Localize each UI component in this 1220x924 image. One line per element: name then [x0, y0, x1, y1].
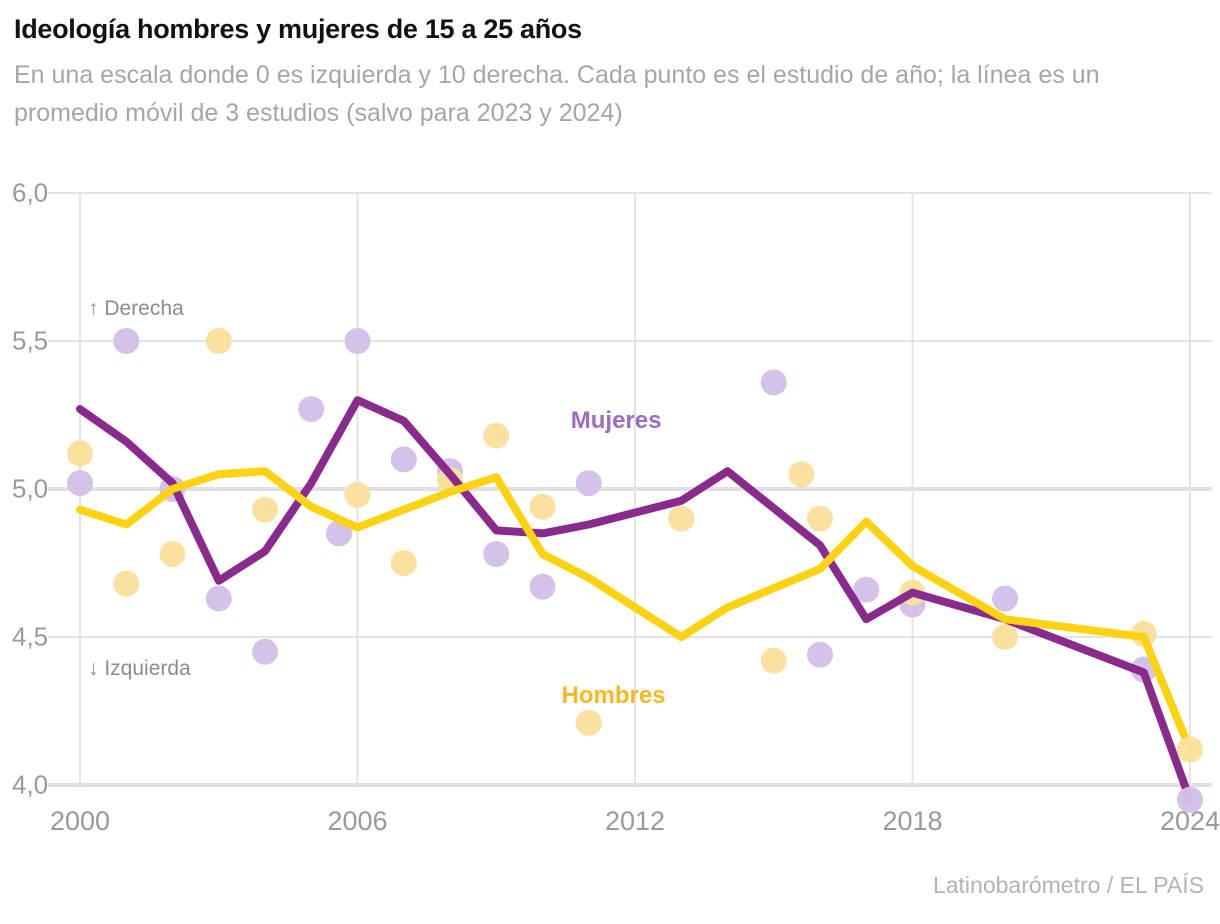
data-point — [326, 520, 352, 547]
data-point-endpoint — [1177, 736, 1203, 763]
data-point — [205, 328, 232, 354]
x-tick-label: 2024 — [1159, 806, 1220, 836]
y-tick-label: 5,0 — [12, 473, 49, 504]
data-point — [344, 328, 371, 354]
data-point — [483, 422, 510, 449]
data-point — [390, 550, 417, 576]
data-point — [298, 396, 325, 423]
data-point — [252, 496, 278, 523]
data-point — [760, 647, 787, 674]
page-subtitle: En una escala donde 0 es izquierda y 10 … — [14, 61, 1100, 127]
data-point — [992, 585, 1018, 612]
data-point — [788, 461, 815, 488]
data-point — [760, 369, 787, 396]
data-point — [113, 328, 140, 354]
annotation-izquierda: ↓ Izquierda — [88, 657, 191, 680]
x-tick-label: 2012 — [604, 806, 666, 836]
series-line-hombres — [76, 467, 1194, 754]
page-title: Ideología hombres y mujeres de 15 a 25 a… — [14, 14, 582, 44]
data-point — [529, 573, 556, 600]
data-point — [205, 585, 232, 612]
data-point — [252, 638, 278, 665]
data-point — [67, 440, 93, 467]
data-point — [992, 624, 1018, 650]
data-point — [344, 481, 371, 508]
series-label-hombres: Hombres — [561, 682, 666, 710]
data-point — [575, 709, 602, 736]
data-point — [529, 493, 556, 520]
x-tick-label: 2018 — [882, 806, 943, 836]
annotation-derecha: ↑ Derecha — [88, 297, 184, 320]
x-tick-label: 2006 — [327, 806, 388, 836]
y-tick-label: 4,0 — [12, 769, 49, 800]
x-tick-label: 2000 — [49, 806, 111, 836]
y-tick-label: 4,5 — [12, 621, 49, 652]
data-point — [390, 446, 417, 473]
series-line-mujeres — [76, 396, 1194, 804]
y-tick-label: 5,5 — [12, 325, 49, 356]
data-point — [807, 505, 833, 532]
data-point — [807, 641, 833, 668]
series-label-mujeres: Mujeres — [570, 406, 662, 434]
data-point — [483, 541, 510, 568]
data-point-endpoint — [1177, 786, 1203, 813]
data-point — [853, 576, 880, 603]
data-point — [575, 470, 602, 497]
y-tick-label: 6,0 — [12, 177, 49, 208]
source-credit: Latinobarómetro / EL PAÍS — [932, 872, 1204, 898]
data-point — [67, 470, 93, 497]
data-point — [113, 570, 140, 597]
data-point — [668, 505, 695, 532]
data-point — [159, 541, 186, 568]
